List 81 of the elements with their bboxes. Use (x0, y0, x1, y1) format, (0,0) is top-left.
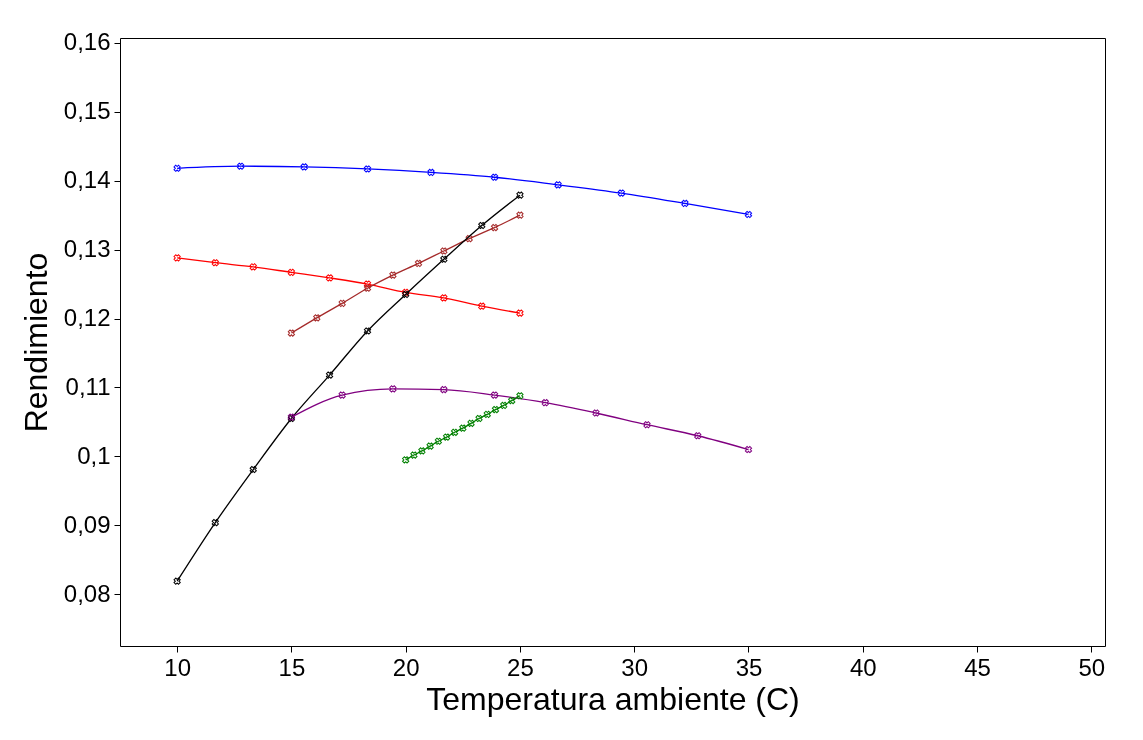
point (211, 518, 219, 527)
point (490, 173, 499, 181)
point (173, 577, 181, 585)
point (508, 396, 516, 405)
x-tick-label: 50 (1078, 653, 1106, 681)
point (459, 424, 467, 432)
point (427, 168, 435, 177)
point (414, 259, 423, 268)
point (249, 465, 257, 474)
point (211, 259, 219, 267)
point (440, 294, 448, 302)
x-axis-title: Temperatura ambiente (C) (426, 680, 800, 717)
point (426, 442, 434, 450)
y-tick-label: 0,09 (63, 510, 111, 538)
x-tick-label: 45 (964, 653, 991, 681)
point (338, 299, 346, 308)
point (249, 263, 257, 271)
point (694, 432, 702, 440)
point (440, 247, 448, 255)
point (442, 433, 451, 441)
point (450, 428, 459, 436)
point (363, 165, 372, 173)
y-axis-title: Rendimiento (17, 252, 54, 433)
x-tick-label: 25 (507, 653, 534, 681)
x-tick-label: 40 (849, 653, 877, 681)
point (389, 385, 397, 393)
point (363, 284, 372, 292)
x-tick-label: 15 (278, 653, 306, 681)
point (491, 405, 500, 414)
point (643, 421, 651, 429)
point (467, 419, 475, 427)
y-tick-label: 0,13 (63, 235, 111, 263)
y-tick-label: 0,11 (65, 373, 111, 400)
point (434, 437, 442, 445)
point (617, 189, 626, 197)
point (490, 391, 499, 399)
point (541, 399, 549, 407)
point (500, 401, 508, 410)
point (516, 392, 524, 400)
point (744, 210, 753, 219)
x-tick-label: 35 (735, 653, 763, 681)
point (287, 329, 296, 337)
point (681, 199, 689, 208)
point (325, 371, 334, 379)
y-tick-label: 0,08 (63, 579, 111, 607)
point (516, 309, 524, 317)
point (490, 223, 499, 232)
point (237, 162, 245, 170)
point (287, 268, 296, 277)
point (516, 191, 524, 199)
point (363, 280, 372, 288)
point (402, 456, 410, 464)
point (173, 164, 181, 172)
y-tick-label: 0,16 (63, 28, 111, 56)
point (440, 385, 448, 394)
y-tick-label: 0,12 (63, 304, 111, 332)
point (325, 274, 334, 282)
point (478, 221, 486, 230)
point (418, 447, 426, 455)
point (338, 391, 346, 399)
point (478, 302, 486, 310)
point (389, 271, 397, 279)
x-tick-label: 20 (392, 653, 420, 681)
point (313, 314, 321, 322)
point (465, 234, 473, 243)
point (483, 410, 491, 419)
x-tick-label: 30 (621, 653, 649, 681)
x-tick-label: 10 (164, 653, 191, 681)
point (300, 163, 308, 171)
y-tick-label: 0,1 (77, 441, 111, 469)
point (744, 445, 753, 454)
point (592, 409, 600, 417)
point (410, 451, 418, 459)
point (554, 181, 562, 189)
y-tick-label: 0,14 (63, 166, 111, 194)
point (440, 255, 448, 263)
point (516, 211, 524, 219)
point (173, 254, 181, 262)
point (475, 414, 483, 423)
point (363, 327, 372, 335)
y-tick-label: 0,15 (63, 97, 111, 125)
